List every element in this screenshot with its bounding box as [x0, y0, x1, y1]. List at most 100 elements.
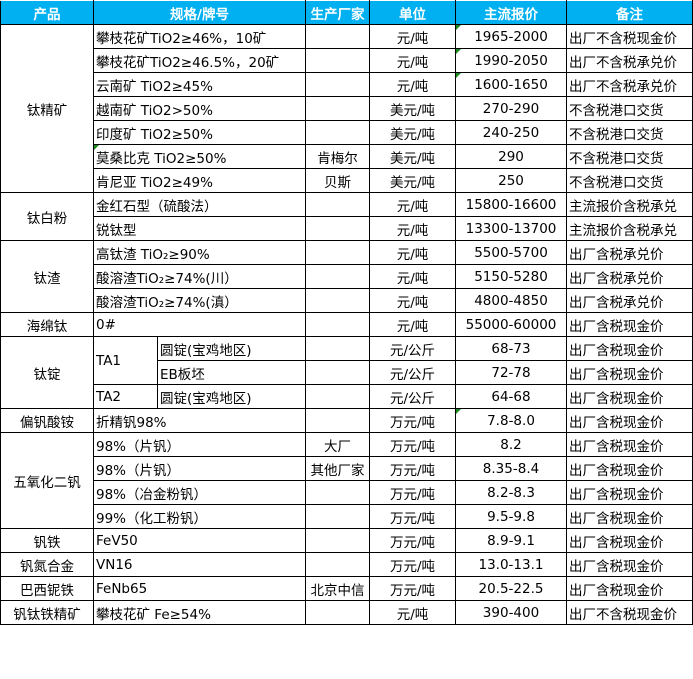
price-cell: 5500-5700	[455, 240, 567, 265]
note-cell: 出厂含税现金价	[566, 384, 693, 409]
spec-cell: 攀枝花矿TiO2≥46.5%，20矿	[93, 48, 306, 73]
price-cell: 8.2-8.3	[455, 480, 567, 505]
unit-cell: 美元/吨	[369, 96, 456, 121]
spec-cell: 98%（片钒）	[93, 456, 306, 481]
spec-cell: 圆锭(宝鸡地区)	[157, 336, 306, 361]
spec-cell: FeNb65	[93, 576, 306, 601]
product-cell: 五氧化二钒	[0, 432, 94, 529]
grade-cell: TA1	[93, 336, 158, 385]
note-cell: 出厂含税现金价	[566, 456, 693, 481]
producer-cell: 其他厂家	[305, 456, 370, 481]
unit-cell: 元/吨	[369, 600, 456, 625]
spec-cell: 越南矿 TiO2>50%	[93, 96, 306, 121]
spec-cell: 锐钛型	[93, 216, 306, 241]
producer-cell	[305, 264, 370, 289]
spec-cell: 金红石型（硫酸法）	[93, 192, 306, 217]
product-cell: 巴西铌铁	[0, 576, 94, 601]
product-cell: 海绵钛	[0, 312, 94, 337]
unit-cell: 元/吨	[369, 312, 456, 337]
table-row: 钛锭 TA1 圆锭(宝鸡地区) 元/公斤 68-73 出厂含税现金价	[0, 336, 693, 409]
price-cell: 9.5-9.8	[455, 504, 567, 529]
note-cell: 不含税港口交货	[566, 120, 693, 145]
spec-cell: 98%（片钒）	[93, 432, 306, 457]
producer-cell	[305, 480, 370, 505]
unit-cell: 万元/吨	[369, 456, 456, 481]
price-cell: 8.35-8.4	[455, 456, 567, 481]
table-row: 海绵钛 0# 元/吨 55000-60000 出厂含税现金价	[0, 312, 693, 337]
unit-cell: 万元/吨	[369, 432, 456, 457]
price-cell: 390-400	[455, 600, 567, 625]
note-cell: 出厂不含税现金价	[566, 600, 693, 625]
table-row: 五氧化二钒 98%（片钒） 大厂 万元/吨 8.2 出厂含税现金价	[0, 432, 693, 529]
header-producer: 生产厂家	[305, 0, 370, 25]
producer-cell	[305, 552, 370, 577]
producer-cell	[305, 600, 370, 625]
price-cell: 13300-13700	[455, 216, 567, 241]
producer-cell	[305, 48, 370, 73]
header-row: 产品 规格/牌号 生产厂家 单位 主流报价 备注	[0, 0, 693, 25]
note-cell: 出厂不含税承兑价	[566, 72, 693, 97]
note-cell: 主流报价含税承兑	[566, 216, 693, 241]
producer-cell	[305, 504, 370, 529]
table-row: 云南矿 TiO2≥45% 元/吨 1600-1650 出厂不含税承兑价	[1, 72, 693, 97]
spec-cell: FeV50	[93, 528, 306, 553]
price-cell: 4800-4850	[455, 288, 567, 313]
price-cell: 240-250	[455, 120, 567, 145]
note-cell: 出厂含税现金价	[566, 480, 693, 505]
table-row: 攀枝花矿TiO2≥46.5%，20矿 元/吨 1990-2050 出厂不含税承兑价	[1, 48, 693, 73]
spec-cell: 印度矿 TiO2≥50%	[93, 120, 306, 145]
note-cell: 出厂含税现金价	[566, 408, 693, 433]
unit-cell: 元/吨	[369, 72, 456, 97]
note-cell: 出厂含税现金价	[566, 336, 693, 361]
product-cell: 钛精矿	[0, 24, 94, 193]
table-row: 钛渣 高钛渣 TiO₂≥90% 元/吨 5500-5700 出厂含税承兑价	[0, 240, 693, 313]
price-cell: 290	[455, 144, 567, 169]
table-row: 肯尼亚 TiO2≥49% 贝斯 美元/吨 250 不含税港口交货	[1, 168, 693, 193]
producer-cell	[305, 120, 370, 145]
product-cell: 钛白粉	[0, 192, 94, 241]
table-row: 印度矿 TiO2≥50% 美元/吨 240-250 不含税港口交货	[1, 120, 693, 145]
table-row: 越南矿 TiO2>50% 美元/吨 270-290 不含税港口交货	[1, 96, 693, 121]
note-cell: 不含税港口交货	[566, 96, 693, 121]
note-cell: 出厂含税现金价	[566, 360, 693, 385]
spec-cell: 莫桑比克 TiO2≥50%	[93, 144, 306, 169]
unit-cell: 万元/吨	[369, 576, 456, 601]
price-cell: 55000-60000	[455, 312, 567, 337]
price-cell: 1600-1650	[455, 72, 567, 97]
price-cell: 15800-16600	[455, 192, 567, 217]
unit-cell: 万元/吨	[369, 480, 456, 505]
producer-cell	[305, 360, 370, 385]
producer-cell: 贝斯	[305, 168, 370, 193]
price-cell: 1990-2050	[455, 48, 567, 73]
table-row: 99%（化工粉钒） 万元/吨 9.5-9.8 出厂含税现金价	[1, 504, 693, 529]
spec-cell: VN16	[93, 552, 306, 577]
table-row: 98%（冶金粉钒） 万元/吨 8.2-8.3 出厂含税现金价	[1, 480, 693, 505]
spec-cell: 攀枝花矿 Fe≥54%	[93, 600, 306, 625]
unit-cell: 万元/吨	[369, 552, 456, 577]
table-row: 酸溶渣TiO₂≥74%(川） 元/吨 5150-5280 出厂含税承兑价	[1, 264, 693, 289]
spec-cell: 0#	[93, 312, 306, 337]
table-row: 莫桑比克 TiO2≥50% 肯梅尔 美元/吨 290 不含税港口交货	[1, 144, 693, 169]
unit-cell: 美元/吨	[369, 168, 456, 193]
spec-cell: 98%（冶金粉钒）	[93, 480, 306, 505]
note-cell: 出厂含税现金价	[566, 504, 693, 529]
product-cell: 钒钛铁精矿	[0, 600, 94, 625]
note-cell: 出厂含税现金价	[566, 312, 693, 337]
header-spec: 规格/牌号	[93, 0, 306, 25]
producer-cell	[305, 288, 370, 313]
unit-cell: 元/吨	[369, 192, 456, 217]
producer-cell	[305, 336, 370, 361]
spec-cell: 云南矿 TiO2≥45%	[93, 72, 306, 97]
unit-cell: 元/吨	[369, 264, 456, 289]
grade-cell: TA2	[93, 384, 158, 409]
note-cell: 出厂含税现金价	[566, 432, 693, 457]
producer-cell	[305, 528, 370, 553]
table-row: TA2 圆锭(宝鸡地区) 元/公斤 64-68 出厂含税现金价	[1, 384, 693, 409]
price-cell: 8.2	[455, 432, 567, 457]
header-price: 主流报价	[455, 0, 567, 25]
note-cell: 出厂不含税承兑价	[566, 48, 693, 73]
note-cell: 出厂含税现金价	[566, 576, 693, 601]
header-unit: 单位	[369, 0, 456, 25]
unit-cell: 元/公斤	[369, 360, 456, 385]
table-body: 钛精矿 攀枝花矿TiO2≥46%，10矿 元/吨 1965-2000 出厂不含税现金价攀…	[0, 24, 693, 625]
